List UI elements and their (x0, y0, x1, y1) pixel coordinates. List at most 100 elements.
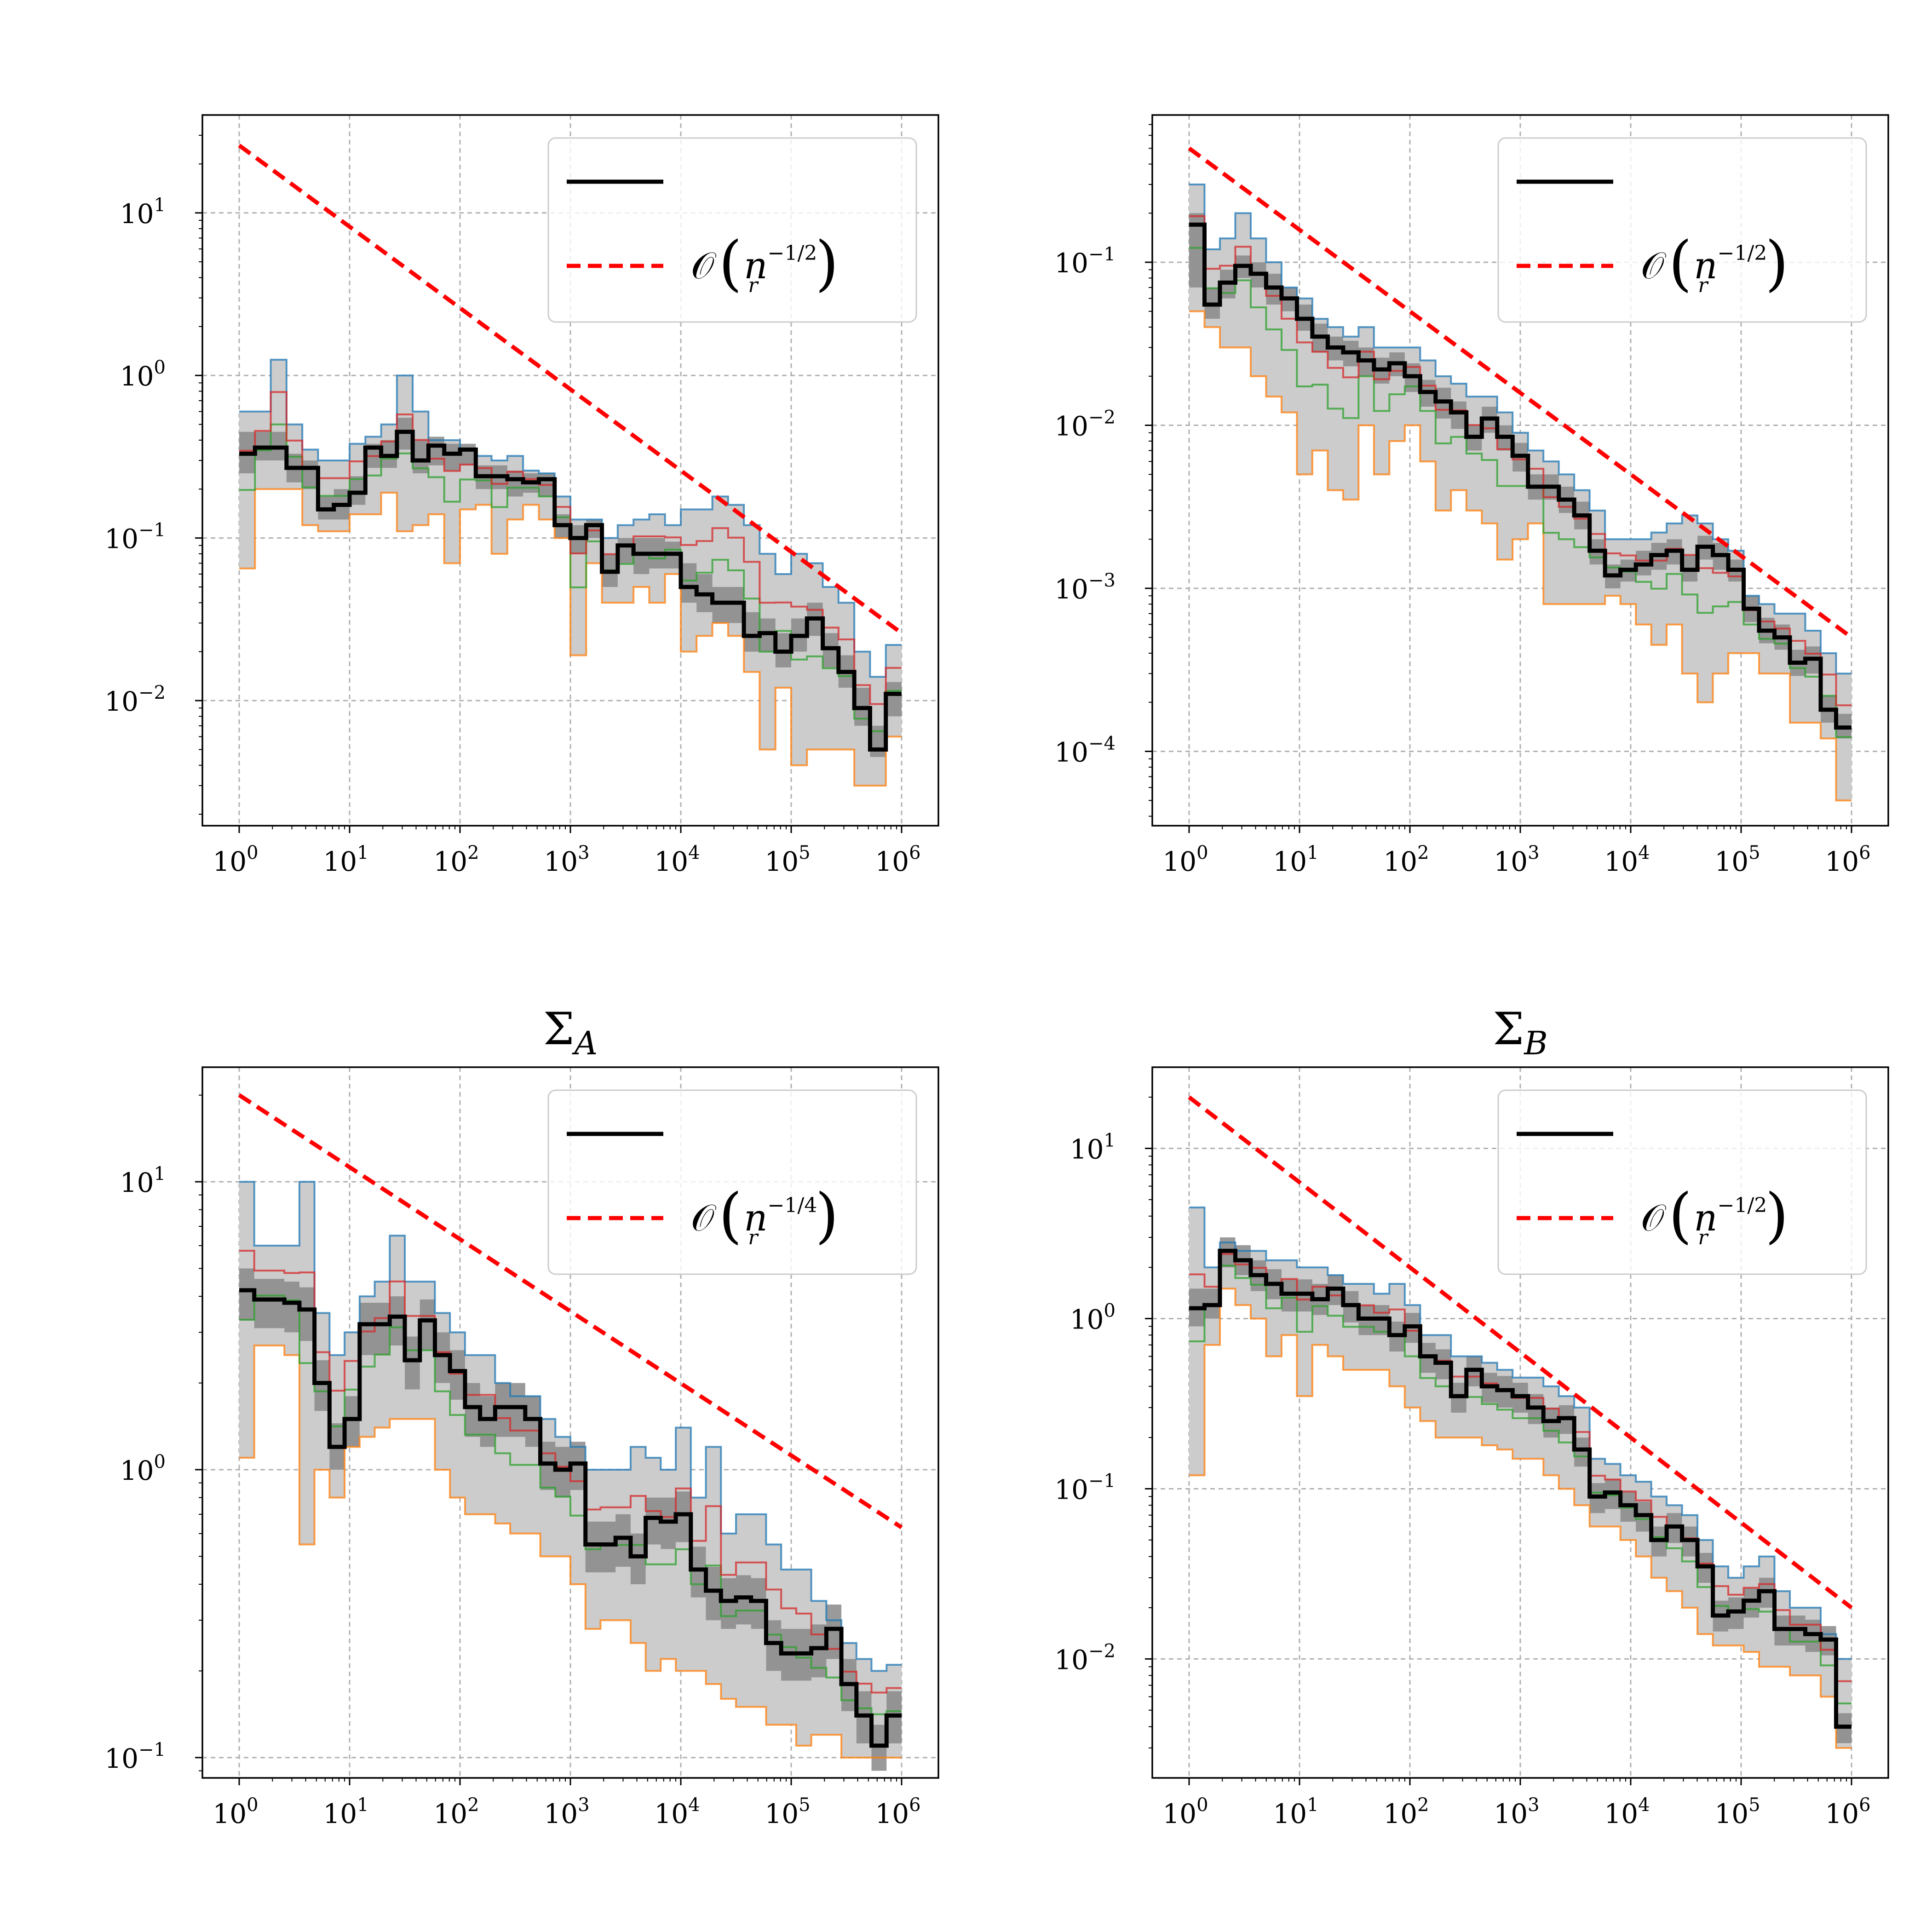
x-tick-exp: 2 (1417, 842, 1429, 863)
x-tick-base: 10 (765, 846, 799, 877)
reference-line (1188, 1095, 1853, 1610)
x-tick-exp: 0 (1196, 1794, 1208, 1816)
y-tick-label: 10−4 (1054, 733, 1116, 768)
x-tick-exp: 6 (909, 1794, 920, 1816)
band-outer (1189, 184, 1852, 801)
x-tick-label: 101 (323, 1794, 368, 1829)
chart-title-main: Σ (543, 1003, 575, 1055)
x-tick-base: 10 (1494, 1798, 1528, 1829)
y-tick-label: 10−2 (1054, 1640, 1116, 1675)
x-tick-base: 10 (1825, 846, 1859, 877)
run-line-3 (1189, 215, 1852, 707)
x-tick-label: 102 (1383, 1794, 1429, 1829)
x-tick-base: 10 (544, 846, 578, 877)
y-tick-exp: 1 (1104, 1130, 1116, 1151)
y-tick-label: 10−2 (104, 682, 166, 717)
x-tick-exp: 0 (247, 842, 258, 863)
y-tick-exp: 0 (154, 357, 166, 378)
legend-box (1497, 1089, 1867, 1275)
x-tick-label: 105 (765, 1794, 810, 1829)
legend-close-paren: ) (815, 228, 839, 298)
legend-close-paren: ) (1765, 1180, 1788, 1250)
x-tick-exp: 2 (1417, 1794, 1429, 1816)
legend-ref-var: n (1694, 244, 1718, 287)
legend-ref-exp: −1/2 (1718, 1194, 1767, 1217)
y-tick-exp: −1 (1088, 244, 1116, 265)
reference-line (238, 144, 903, 635)
reference-line (238, 1093, 903, 1530)
y-tick-base: 10 (1054, 247, 1088, 279)
run-line-0 (1189, 1206, 1852, 1660)
x-tick-label: 103 (1494, 842, 1539, 877)
x-tick-base: 10 (1714, 846, 1748, 877)
x-tick-base: 10 (875, 846, 909, 877)
x-tick-base: 10 (875, 1798, 909, 1829)
legend-ref-sub: r (1698, 1226, 1709, 1249)
y-tick-label: 101 (120, 1163, 166, 1198)
x-tick-base: 10 (433, 1798, 467, 1829)
legend-reference-label: 𝒪(n−1/2 r) (691, 228, 839, 298)
legend-close-paren: ) (815, 1180, 839, 1250)
legend-open-paren: ( (1668, 228, 1692, 298)
y-tick-label: 10−2 (1054, 407, 1116, 442)
x-tick-label: 103 (544, 842, 589, 877)
run-line-1 (239, 1344, 902, 1759)
x-tick-label: 104 (1604, 842, 1650, 877)
x-tick-exp: 5 (1748, 842, 1760, 863)
y-tick-base: 10 (1054, 736, 1088, 768)
x-tick-base: 10 (765, 1798, 799, 1829)
x-tick-exp: 1 (357, 1794, 368, 1816)
y-tick-label: 100 (1070, 1300, 1116, 1335)
x-tick-exp: 4 (688, 1794, 700, 1816)
x-tick-label: 100 (213, 842, 258, 877)
y-tick-base: 10 (104, 1743, 138, 1774)
x-tick-base: 10 (1162, 1798, 1196, 1829)
chart-title: ΣB (1493, 1003, 1547, 1062)
y-tick-base: 10 (120, 361, 154, 392)
x-tick-base: 10 (323, 1798, 357, 1829)
x-tick-exp: 0 (1196, 842, 1208, 863)
chart-title-sub: B (1523, 1024, 1547, 1062)
x-tick-label: 101 (1273, 1794, 1318, 1829)
x-tick-exp: 1 (1307, 842, 1318, 863)
legend-ref-base: 𝒪 (1641, 244, 1667, 287)
y-tick-exp: 1 (154, 1163, 166, 1184)
panel-2: 100 101 102 103 104 105 10610−1100101ΣA𝒪(n−1/4… (104, 1003, 939, 1829)
legend-ref-var: n (744, 244, 768, 287)
median-line (239, 430, 902, 752)
y-tick-exp: −2 (138, 682, 166, 703)
x-tick-exp: 6 (909, 842, 920, 863)
x-tick-label: 106 (875, 842, 920, 877)
y-tick-label: 101 (120, 195, 166, 230)
x-tick-exp: 4 (1638, 1794, 1650, 1816)
x-tick-base: 10 (1494, 846, 1528, 877)
x-tick-exp: 3 (1528, 1794, 1539, 1816)
x-tick-base: 10 (323, 846, 357, 877)
panel-3: 100 101 102 103 104 105 10610−210−1100101ΣB𝒪(n… (1054, 1003, 1889, 1829)
x-tick-exp: 0 (247, 1794, 258, 1816)
run-line-0 (1189, 183, 1852, 675)
y-tick-exp: −2 (1088, 1640, 1116, 1662)
x-tick-exp: 6 (1859, 1794, 1870, 1816)
x-tick-exp: 4 (1638, 842, 1650, 863)
y-tick-label: 10−1 (104, 1739, 166, 1774)
legend-ref-sub: r (748, 274, 759, 297)
legend-close-paren: ) (1765, 228, 1788, 298)
x-tick-base: 10 (654, 846, 688, 877)
median-line (1189, 222, 1852, 730)
run-line-1 (239, 488, 902, 787)
y-tick-exp: −1 (138, 520, 166, 541)
x-tick-exp: 1 (1307, 1794, 1318, 1816)
legend-box (547, 1089, 917, 1275)
x-tick-label: 104 (654, 1794, 700, 1829)
band-outer (1189, 1207, 1852, 1748)
y-tick-label: 10−3 (1054, 570, 1116, 605)
x-tick-label: 104 (654, 842, 700, 877)
y-tick-exp: −3 (1088, 570, 1116, 591)
chart-title: ΣA (543, 1003, 598, 1062)
x-tick-exp: 6 (1859, 842, 1870, 863)
legend-open-paren: ( (719, 1180, 742, 1250)
x-tick-base: 10 (1714, 1798, 1748, 1829)
legend-ref-exp: −1/2 (1718, 242, 1767, 265)
